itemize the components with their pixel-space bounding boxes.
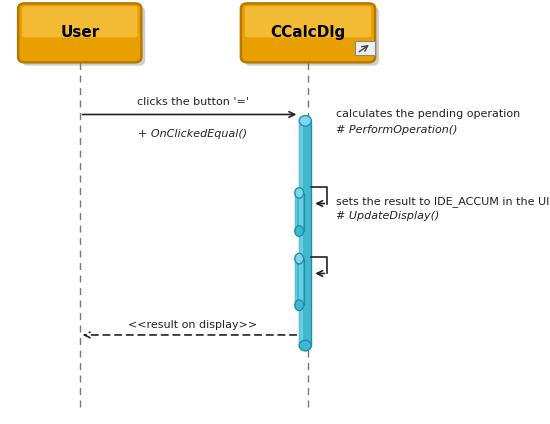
Ellipse shape (295, 226, 304, 237)
Bar (295, 259, 298, 305)
Text: clicks the button '=': clicks the button '=' (136, 97, 249, 107)
Text: calculates the pending operation: calculates the pending operation (336, 109, 520, 120)
Text: sets the result to IDE_ACCUM in the UI: sets the result to IDE_ACCUM in the UI (336, 196, 549, 207)
Text: User: User (60, 25, 100, 40)
FancyBboxPatch shape (245, 7, 379, 66)
Ellipse shape (295, 253, 304, 264)
Bar (299, 121, 311, 346)
Ellipse shape (295, 187, 304, 198)
Bar (295, 193, 298, 231)
Text: CCalcDlg: CCalcDlg (271, 25, 345, 40)
FancyBboxPatch shape (241, 3, 375, 62)
Bar (355, 41, 375, 55)
Text: + OnClickedEqual(): + OnClickedEqual() (138, 129, 247, 139)
Bar (299, 121, 303, 346)
Ellipse shape (295, 300, 304, 310)
Text: <<result on display>>: <<result on display>> (128, 320, 257, 330)
Bar (295, 193, 304, 231)
Bar (295, 259, 304, 305)
Ellipse shape (299, 340, 311, 351)
FancyBboxPatch shape (18, 3, 141, 62)
Ellipse shape (299, 116, 311, 126)
Text: # PerformOperation(): # PerformOperation() (336, 125, 457, 135)
FancyBboxPatch shape (245, 6, 371, 37)
Text: # UpdateDisplay(): # UpdateDisplay() (336, 211, 439, 221)
FancyBboxPatch shape (22, 6, 138, 37)
FancyBboxPatch shape (22, 7, 145, 66)
